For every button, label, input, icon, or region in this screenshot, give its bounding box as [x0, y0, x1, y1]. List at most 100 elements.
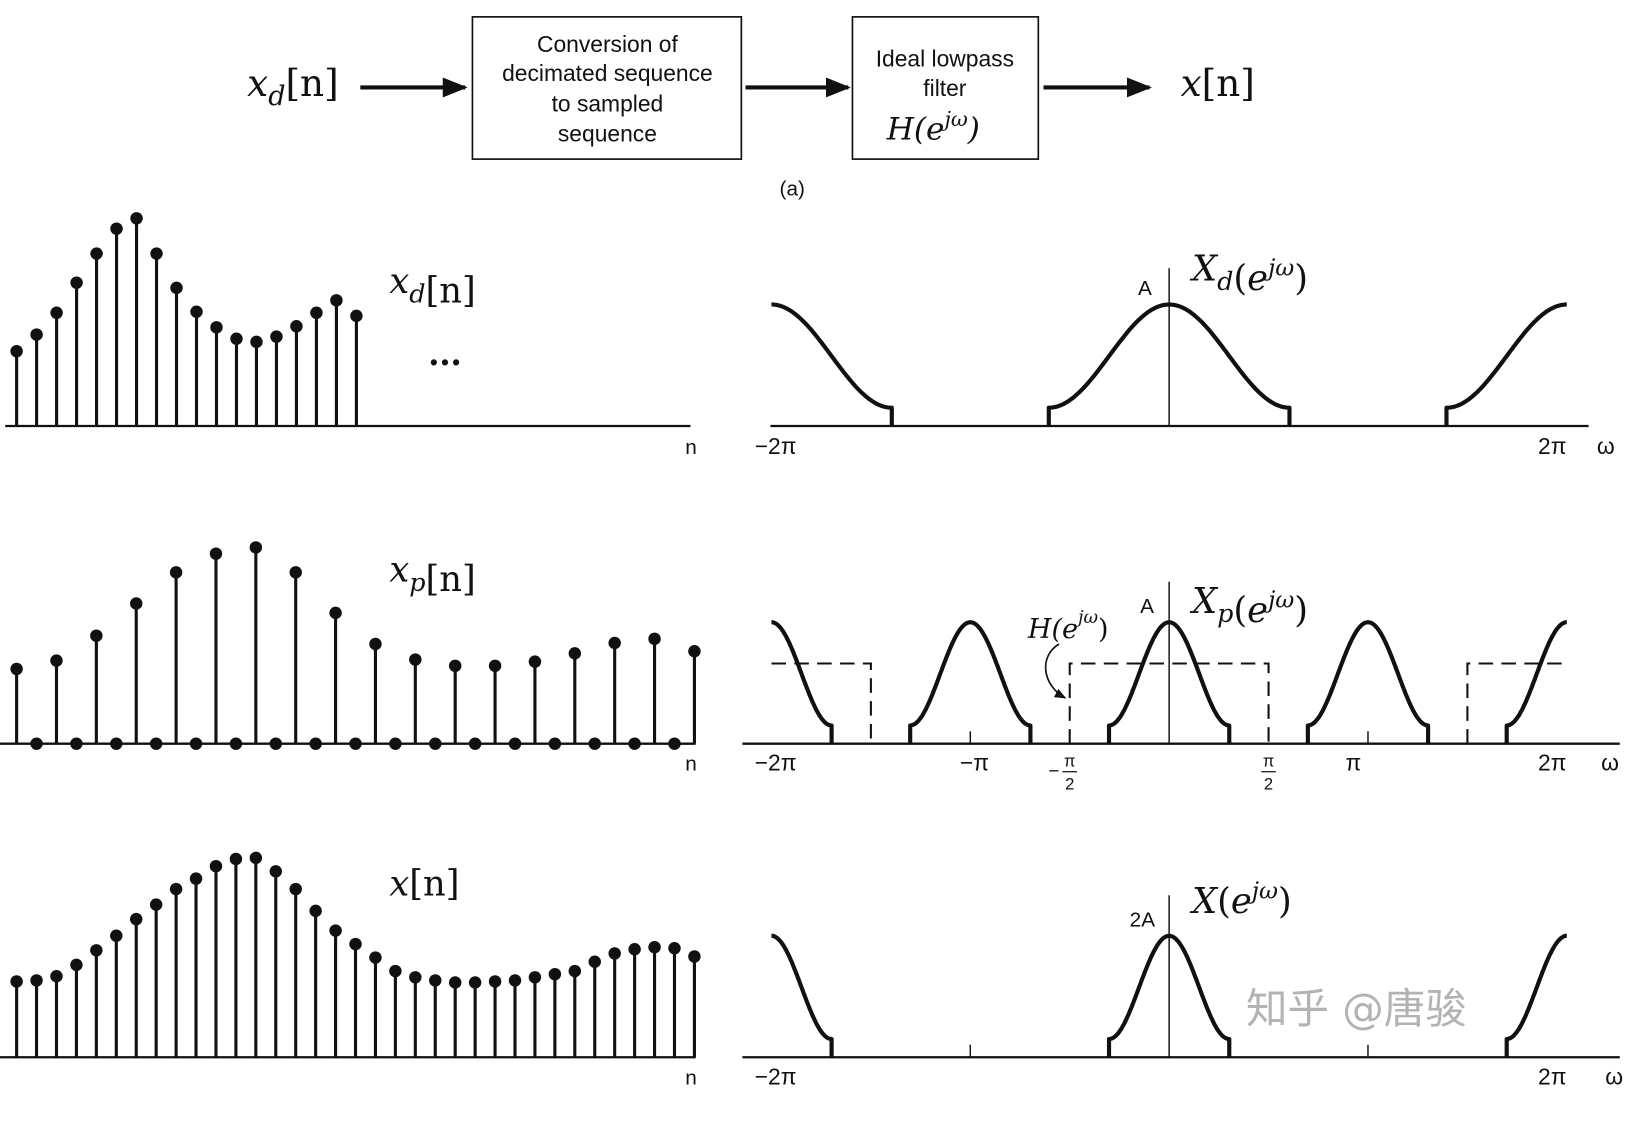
lowpass-filter-response-right [1466, 662, 1567, 744]
peak-label: A [1140, 595, 1154, 618]
tick-label: −2π [755, 433, 797, 459]
spectrum-bump [908, 620, 1033, 744]
stem-dot [668, 942, 681, 955]
block2-line-2: filter [923, 75, 967, 101]
stem-dot [548, 737, 562, 750]
stem-dot [350, 309, 363, 323]
stem-dot [10, 662, 23, 676]
tick-label: 2π [1538, 1063, 1566, 1089]
tick-label: −π [960, 750, 989, 776]
stem-dot [189, 872, 203, 885]
stem-dot [668, 737, 681, 750]
stem-dot [209, 859, 223, 873]
stem-dot [528, 655, 542, 668]
stem-dot [648, 632, 661, 646]
stem-dot [389, 964, 402, 978]
block2-line-1: Ideal lowpass [876, 46, 1014, 72]
stem-dot [448, 659, 462, 673]
filter-tf-main: H(e [886, 111, 945, 147]
stem-dot [229, 737, 243, 750]
stem-dot [129, 597, 143, 610]
stem-dot [349, 737, 362, 750]
signal-label-main: x [389, 261, 409, 302]
spectrum-plot-1: Xd(ejω) Aω −2π 2π [755, 249, 1615, 459]
stem-dot [648, 940, 661, 954]
spectrum-title-sup: jω [1263, 254, 1294, 281]
stem-dot [468, 737, 482, 750]
tick-label: 2π [1538, 750, 1566, 776]
time-plot-3: x[n] n [0, 851, 701, 1089]
stem-dot [688, 645, 701, 658]
stem-dot [628, 943, 641, 956]
n-axis-label: n [685, 1066, 697, 1089]
watermark: 知乎 @唐骏 [1246, 984, 1467, 1033]
output-label-part: x [1181, 61, 1202, 105]
lowpass-filter-response-left [771, 662, 872, 744]
tick-label: −2π [755, 1063, 797, 1089]
stem-dot [129, 912, 143, 926]
stem-dot [249, 541, 263, 554]
spectrum-bump [1504, 620, 1569, 744]
output-label-part: [n] [1202, 61, 1255, 105]
stem-dot [508, 737, 522, 750]
stem-dot [329, 606, 342, 620]
frac-tick-den: 2 [1264, 774, 1273, 793]
signal-label: x[n] [389, 863, 459, 904]
lowpass-filter-block [851, 16, 1040, 160]
filter-tf-close: ) [967, 111, 980, 147]
stem-dot [50, 654, 63, 667]
stem-dot [309, 737, 322, 750]
stem-dot [369, 637, 382, 651]
stem-dot [588, 737, 601, 750]
stem-dot [289, 882, 302, 896]
stem-dot [210, 321, 223, 334]
stem-dot [269, 865, 283, 878]
spectrum-title-main: X [1189, 881, 1219, 922]
stem-dot [270, 330, 283, 343]
spectrum-title-sub: p [1217, 598, 1233, 628]
stem-dot [448, 976, 462, 989]
block1-line-3: to sampled [552, 90, 664, 116]
signal-label: xp[n] [389, 550, 475, 600]
stem-dot [110, 929, 123, 943]
signal-label: xd[n] [389, 261, 475, 311]
frac-tick-den: 2 [1065, 774, 1074, 793]
spectrum-bump [1305, 620, 1431, 744]
omega-label: ω [1605, 1063, 1623, 1089]
signal-label-main: x [389, 863, 409, 904]
spectrum-bump [1106, 620, 1232, 744]
stem-dot [608, 947, 621, 960]
stem-dot [149, 737, 163, 750]
stem-dot [389, 737, 402, 750]
spectrum-title-sub: d [1217, 266, 1233, 296]
stem-dot [169, 566, 183, 579]
stem-dot [90, 629, 103, 642]
block1-line-1: Conversion of [537, 31, 679, 57]
stem-dot [190, 305, 203, 318]
block1-line-4: sequence [558, 120, 657, 146]
spectrum-title-sup: jω [1263, 587, 1294, 614]
frac-tick-num: π [1263, 752, 1274, 771]
stem-dot [130, 212, 143, 225]
spectrum-title-sup: jω [1247, 877, 1278, 904]
stem-dot [488, 659, 502, 673]
spectrum-bump [1046, 302, 1292, 426]
stem-dot [330, 294, 343, 307]
output-signal-label: x[n] [1181, 61, 1255, 105]
input-label-part: d [268, 81, 285, 112]
stem-dot [488, 975, 502, 988]
stem-dot [508, 974, 522, 987]
n-axis-label: n [685, 753, 697, 776]
stem-dot [150, 247, 163, 260]
stem-dot [149, 898, 163, 911]
input-label-part: x [247, 61, 268, 105]
stem-dot [409, 971, 422, 984]
conversion-block [471, 16, 743, 160]
block-diagram: xd[n] Conversion of decimated sequence t… [247, 16, 1255, 200]
stem-dot [70, 737, 83, 750]
stem-dot [70, 958, 83, 972]
stem-dot [10, 344, 23, 358]
stem-dot [429, 737, 442, 750]
filter-label-sup: jω [1074, 607, 1098, 628]
spectrum-title: Xp(ejω) [1189, 581, 1308, 631]
